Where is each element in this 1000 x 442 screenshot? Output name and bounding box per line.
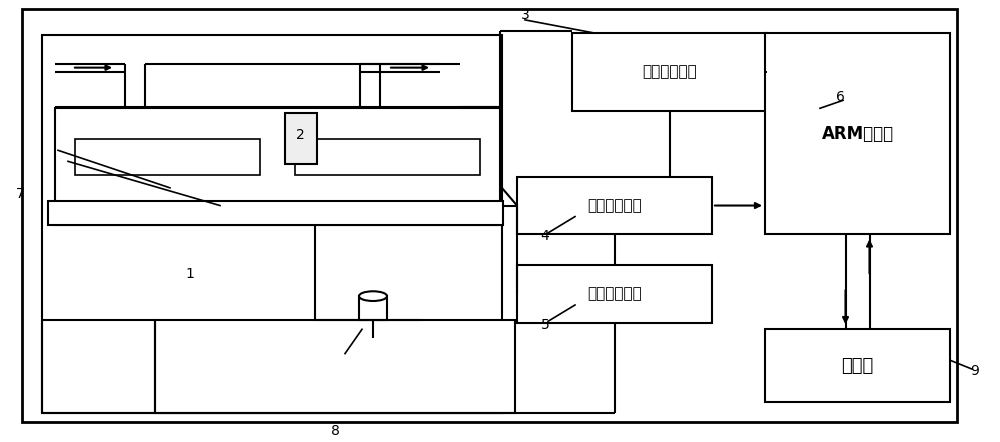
Text: 光源调制电路: 光源调制电路: [587, 286, 642, 301]
Text: 8: 8: [331, 424, 339, 438]
Text: ARM控制板: ARM控制板: [821, 125, 894, 143]
Text: 7: 7: [16, 187, 24, 202]
Text: 4: 4: [541, 229, 549, 244]
Bar: [155, 320, 515, 413]
Bar: [765, 33, 950, 234]
Bar: [285, 113, 317, 164]
Bar: [55, 108, 500, 225]
Text: 信号采集电路: 信号采集电路: [587, 198, 642, 213]
Text: 2: 2: [296, 128, 304, 142]
Text: 9: 9: [971, 364, 979, 378]
Bar: [517, 177, 712, 234]
Text: 泵阀水路模块: 泵阀水路模块: [642, 65, 697, 79]
Bar: [517, 265, 712, 323]
Bar: [48, 201, 503, 225]
Bar: [295, 139, 480, 175]
Bar: [572, 33, 767, 110]
Bar: [359, 296, 387, 320]
Text: 服务器: 服务器: [841, 357, 874, 375]
Bar: [765, 329, 950, 402]
Text: 3: 3: [521, 8, 529, 23]
Bar: [75, 139, 260, 175]
Text: 6: 6: [836, 90, 844, 104]
Bar: [42, 35, 502, 413]
Ellipse shape: [359, 291, 387, 301]
Text: 1: 1: [186, 267, 194, 281]
Text: 5: 5: [541, 318, 549, 332]
